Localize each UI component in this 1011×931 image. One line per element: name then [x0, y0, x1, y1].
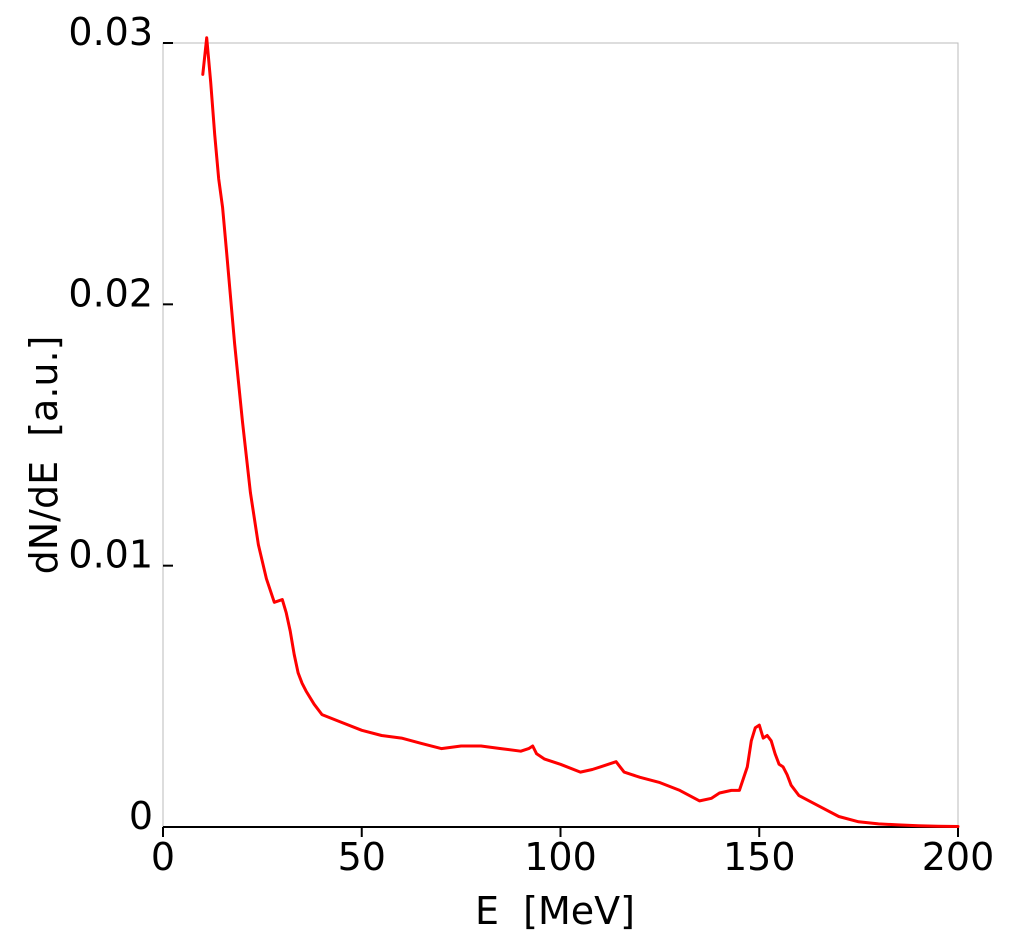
x-ticks: 0 50 100 150 200 — [151, 827, 994, 879]
x-tick-label: 50 — [338, 835, 386, 879]
y-tick-label: 0 — [129, 794, 153, 838]
series-line — [201, 36, 960, 828]
series-group — [201, 36, 960, 828]
y-tick-label: 0.03 — [68, 10, 153, 54]
x-tick-label: 150 — [723, 835, 796, 879]
y-tick-label: 0.01 — [68, 533, 153, 577]
y-axis-title: dN/dE [a.u.] — [22, 336, 66, 575]
x-tick-label: 100 — [524, 835, 597, 879]
plot-frame — [162, 42, 959, 828]
x-tick-label: 0 — [151, 835, 175, 879]
y-tick-label: 0.02 — [68, 271, 153, 315]
x-axis-title: E [MeV] — [475, 889, 635, 931]
x-tick-label: 200 — [922, 835, 995, 879]
y-ticks: 0 0.01 0.02 0.03 — [68, 10, 173, 838]
